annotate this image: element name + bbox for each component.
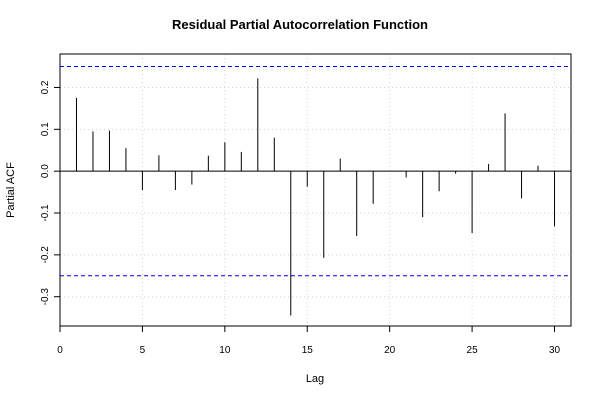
y-axis: -0.3 -0.2 -0.1 0.0 0.1 0.2 (40, 80, 60, 305)
y-tick-label: -0.3 (40, 288, 51, 306)
grid-lines (59, 54, 571, 326)
pacf-bars (75, 78, 556, 316)
x-tick-label: 20 (384, 345, 396, 356)
y-tick-label: 0.2 (40, 80, 51, 94)
y-tick-label: 0.1 (40, 122, 51, 136)
y-tick-label: -0.2 (40, 246, 51, 264)
x-tick-label: 30 (549, 345, 561, 356)
y-tick-label: -0.1 (40, 204, 51, 222)
confidence-bounds (60, 66, 571, 277)
y-axis-label: Partial ACF (5, 162, 17, 218)
chart-title: Residual Partial Autocorrelation Functio… (172, 17, 428, 32)
x-axis-label: Lag (306, 373, 324, 385)
x-tick-label: 15 (302, 345, 314, 356)
plot-frame (59, 53, 572, 327)
x-axis: 0 5 10 15 20 25 30 (57, 326, 561, 356)
x-tick-label: 10 (219, 345, 231, 356)
x-tick-label: 25 (467, 345, 479, 356)
y-tick-label: 0.0 (40, 164, 51, 178)
x-tick-label: 0 (57, 345, 63, 356)
x-tick-label: 5 (140, 345, 146, 356)
